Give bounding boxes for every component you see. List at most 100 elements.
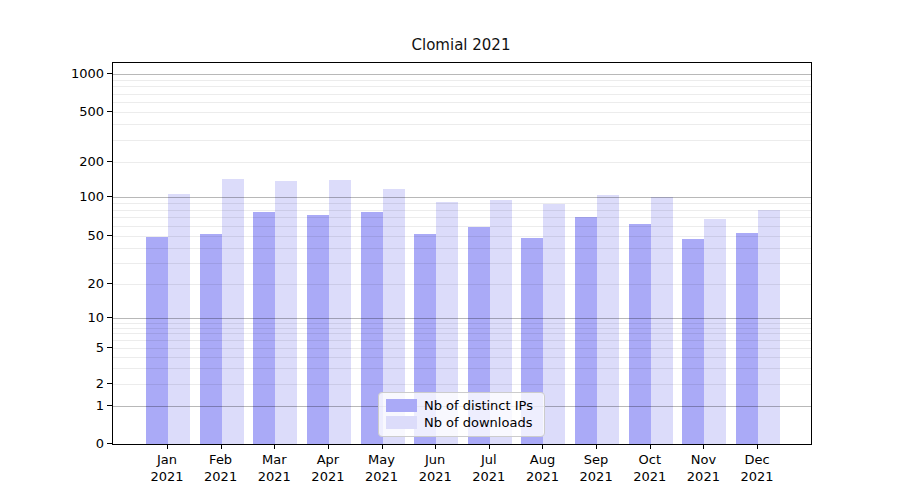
legend: Nb of distinct IPs Nb of downloads xyxy=(378,392,545,437)
x-tick-label-year: 2021 xyxy=(193,468,249,485)
x-tick-label-apr: Apr2021 xyxy=(300,451,356,485)
gridline-y-6 xyxy=(113,340,811,341)
y-tick-mark-1000 xyxy=(107,73,112,74)
chart-title: Clomial 2021 xyxy=(112,36,810,54)
x-tick-label-month: Jul xyxy=(461,451,517,468)
y-tick-label-1000: 1000 xyxy=(60,66,104,81)
gridline-y-10 xyxy=(113,318,811,319)
y-tick-mark-100 xyxy=(107,196,112,197)
gridline-y-90 xyxy=(113,203,811,204)
x-tick-mark-may xyxy=(382,444,383,449)
x-tick-label-oct: Oct2021 xyxy=(622,451,678,485)
x-tick-label-year: 2021 xyxy=(139,468,195,485)
x-tick-label-jan: Jan2021 xyxy=(139,451,195,485)
y-tick-mark-2 xyxy=(107,383,112,384)
gridline-y-1000 xyxy=(113,74,811,75)
bar-downloads-feb xyxy=(222,179,244,444)
bar-downloads-aug xyxy=(543,204,565,444)
gridline-y-600 xyxy=(113,102,811,103)
y-tick-mark-0 xyxy=(107,443,112,444)
y-tick-label-0: 0 xyxy=(60,436,104,451)
x-tick-label-month: Oct xyxy=(622,451,678,468)
x-tick-mark-oct xyxy=(650,444,651,449)
y-tick-label-20: 20 xyxy=(60,276,104,291)
y-tick-mark-5 xyxy=(107,347,112,348)
gridline-y-8 xyxy=(113,328,811,329)
gridline-y-9 xyxy=(113,323,811,324)
x-tick-mark-dec xyxy=(757,444,758,449)
y-tick-label-50: 50 xyxy=(60,228,104,243)
gridline-y-60 xyxy=(113,226,811,227)
y-tick-mark-10 xyxy=(107,317,112,318)
gridline-y-800 xyxy=(113,86,811,87)
gridline-y-80 xyxy=(113,210,811,211)
x-tick-label-sep: Sep2021 xyxy=(568,451,624,485)
x-tick-label-jun: Jun2021 xyxy=(407,451,463,485)
plot-area xyxy=(112,62,812,445)
x-tick-label-dec: Dec2021 xyxy=(729,451,785,485)
gridline-y-700 xyxy=(113,94,811,95)
x-tick-label-month: Sep xyxy=(568,451,624,468)
gridline-y-30 xyxy=(113,263,811,264)
gridline-y-3 xyxy=(113,368,811,369)
gridline-y-100 xyxy=(113,197,811,198)
x-tick-mark-sep xyxy=(596,444,597,449)
x-tick-label-month: Apr xyxy=(300,451,356,468)
x-tick-label-year: 2021 xyxy=(407,468,463,485)
gridline-y-50 xyxy=(113,236,811,237)
legend-swatch xyxy=(386,399,417,412)
gridline-y-4 xyxy=(113,357,811,358)
y-tick-label-500: 500 xyxy=(60,104,104,119)
x-tick-label-month: Jan xyxy=(139,451,195,468)
y-tick-mark-1 xyxy=(107,405,112,406)
x-tick-label-month: May xyxy=(354,451,410,468)
bar-distinct-ips-feb xyxy=(200,234,222,444)
y-tick-mark-500 xyxy=(107,111,112,112)
gridline-y-200 xyxy=(113,162,811,163)
x-tick-label-month: Aug xyxy=(514,451,570,468)
gridline-y-300 xyxy=(113,140,811,141)
gridline-y-5 xyxy=(113,348,811,349)
bar-downloads-nov xyxy=(704,219,726,444)
bar-distinct-ips-apr xyxy=(307,215,329,444)
gridline-y-2 xyxy=(113,384,811,385)
bar-distinct-ips-sep xyxy=(575,217,597,444)
bar-distinct-ips-dec xyxy=(736,233,758,444)
legend-item-label: Nb of distinct IPs xyxy=(424,398,537,413)
y-tick-mark-200 xyxy=(107,161,112,162)
gridline-y-400 xyxy=(113,124,811,125)
y-tick-label-200: 200 xyxy=(60,154,104,169)
x-tick-label-year: 2021 xyxy=(622,468,678,485)
x-tick-mark-jul xyxy=(489,444,490,449)
gridline-y-20 xyxy=(113,284,811,285)
x-tick-label-feb: Feb2021 xyxy=(193,451,249,485)
legend-item-label: Nb of downloads xyxy=(424,415,537,430)
legend-swatch xyxy=(386,416,417,429)
x-tick-label-year: 2021 xyxy=(514,468,570,485)
x-tick-mark-mar xyxy=(274,444,275,449)
x-tick-mark-nov xyxy=(703,444,704,449)
gridline-y-40 xyxy=(113,248,811,249)
x-tick-label-nov: Nov2021 xyxy=(675,451,731,485)
gridline-y-900 xyxy=(113,80,811,81)
gridline-y-500 xyxy=(113,112,811,113)
x-tick-label-may: May2021 xyxy=(354,451,410,485)
x-tick-label-year: 2021 xyxy=(246,468,302,485)
chart-figure: Clomial 2021 01251020501002005001000 Jan… xyxy=(0,0,900,500)
gridline-y-7 xyxy=(113,333,811,334)
x-tick-label-year: 2021 xyxy=(461,468,517,485)
y-tick-label-10: 10 xyxy=(60,310,104,325)
x-tick-mark-jun xyxy=(435,444,436,449)
x-tick-label-year: 2021 xyxy=(354,468,410,485)
x-tick-label-jul: Jul2021 xyxy=(461,451,517,485)
x-tick-label-month: Nov xyxy=(675,451,731,468)
y-tick-label-100: 100 xyxy=(60,189,104,204)
y-tick-mark-50 xyxy=(107,235,112,236)
x-tick-label-month: Feb xyxy=(193,451,249,468)
bar-downloads-apr xyxy=(329,180,351,444)
x-tick-label-year: 2021 xyxy=(568,468,624,485)
x-tick-label-month: Jun xyxy=(407,451,463,468)
x-tick-mark-aug xyxy=(542,444,543,449)
x-tick-mark-feb xyxy=(221,444,222,449)
x-tick-mark-jan xyxy=(167,444,168,449)
